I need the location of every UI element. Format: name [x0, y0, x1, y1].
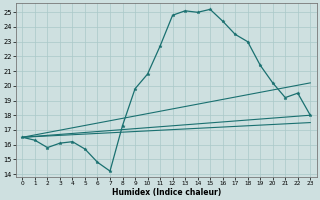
X-axis label: Humidex (Indice chaleur): Humidex (Indice chaleur) [112, 188, 221, 197]
